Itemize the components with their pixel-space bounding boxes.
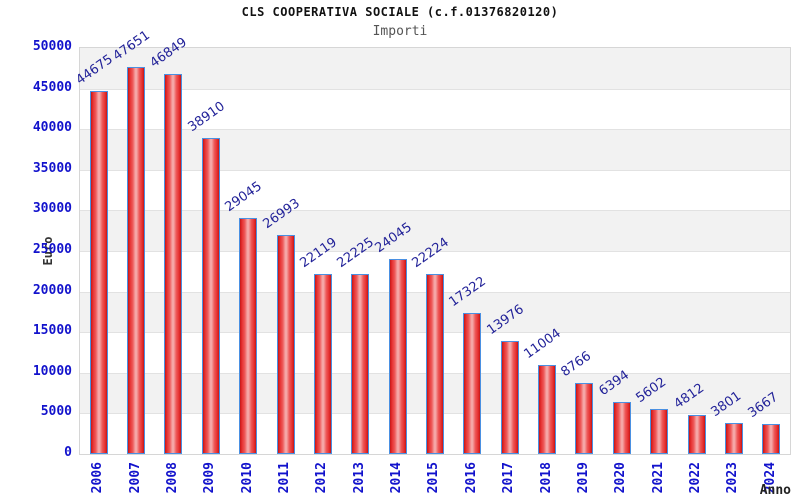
plot-band xyxy=(80,169,790,211)
bar xyxy=(426,273,444,454)
gridline xyxy=(80,88,790,90)
bar xyxy=(276,234,295,454)
x-tick-label: 2012 xyxy=(314,462,330,494)
x-tick-slot: 2021 xyxy=(640,456,677,500)
y-tick-label: 10000 xyxy=(32,363,72,379)
bar xyxy=(201,138,220,454)
x-tick-label: 2021 xyxy=(650,462,666,494)
x-tick-label: 2014 xyxy=(389,462,405,494)
x-tick-label: 2007 xyxy=(127,462,143,494)
plot-band xyxy=(80,129,790,170)
x-tick-slot: 2011 xyxy=(266,456,303,500)
bar xyxy=(762,424,781,454)
y-tick-label: 5000 xyxy=(40,404,72,420)
plot-area: 44675 47651 46849 38910 29045 26993 22119 22225… xyxy=(73,28,791,455)
gridline xyxy=(80,169,790,171)
y-tick-label: 15000 xyxy=(32,323,72,339)
bar xyxy=(164,73,183,454)
x-tick-label: 2010 xyxy=(239,462,255,494)
x-tick-slot: 2020 xyxy=(602,456,639,500)
bar xyxy=(612,402,631,454)
x-tick-label: 2023 xyxy=(725,462,741,494)
x-tick-label: 2022 xyxy=(688,462,704,494)
bar xyxy=(89,91,108,454)
x-axis: 2006 2007 2008 2009 2010 2011 2012 2013 2014 2015… xyxy=(79,456,791,500)
x-tick-label: 2018 xyxy=(538,462,554,494)
x-tick-label: 2009 xyxy=(202,462,218,494)
x-tick-slot: 2012 xyxy=(303,456,340,500)
x-tick-label: 2015 xyxy=(426,462,442,494)
x-tick-label: 2013 xyxy=(351,462,367,494)
x-tick-label: 2016 xyxy=(463,462,479,494)
bar xyxy=(500,340,519,454)
y-tick-label: 20000 xyxy=(32,282,72,298)
bar xyxy=(313,274,332,454)
y-tick-label: 25000 xyxy=(32,242,72,257)
bar xyxy=(127,67,146,454)
bar xyxy=(687,414,706,454)
x-tick-slot: 2019 xyxy=(565,456,602,500)
x-tick-slot: 2009 xyxy=(191,456,228,500)
y-tick-label: 35000 xyxy=(32,160,72,176)
chart-subtitle: Importi xyxy=(372,24,428,39)
x-tick-label: 2019 xyxy=(575,462,591,494)
gridline xyxy=(80,129,790,131)
y-tick-label: 0 xyxy=(64,445,72,460)
x-tick-slot: 2006 xyxy=(79,456,116,500)
bar xyxy=(463,313,482,454)
x-tick-slot: 2010 xyxy=(228,456,265,500)
x-tick-slot: 2014 xyxy=(378,456,415,500)
x-tick-label: 2008 xyxy=(164,462,180,494)
x-tick-label: 2020 xyxy=(613,462,629,494)
plot-band xyxy=(80,88,790,130)
x-tick-slot: 2007 xyxy=(116,456,153,500)
x-tick-slot: 2008 xyxy=(154,456,191,500)
y-tick-label: 40000 xyxy=(32,120,72,136)
bar xyxy=(351,273,370,454)
chart-title: CLS COOPERATIVA SOCIALE (c.f.01376820120… xyxy=(241,5,559,19)
x-tick-slot: 2017 xyxy=(490,456,527,500)
gridline xyxy=(80,210,790,212)
x-tick-label: 2006 xyxy=(90,462,106,494)
plot-band xyxy=(80,48,790,89)
x-axis-label: Anno xyxy=(759,483,791,498)
bar xyxy=(239,218,258,454)
x-tick-slot: 2022 xyxy=(677,456,714,500)
x-tick-label: 2011 xyxy=(277,462,292,494)
y-tick-label: 30000 xyxy=(32,201,72,217)
bar xyxy=(650,408,669,454)
gridline xyxy=(80,251,790,252)
bar xyxy=(388,258,407,454)
y-tick-label: 50000 xyxy=(32,39,72,54)
x-tick-slot: 2013 xyxy=(341,456,378,500)
bar xyxy=(538,364,557,454)
bar xyxy=(575,382,594,454)
x-tick-slot: 2015 xyxy=(415,456,452,500)
plot-band xyxy=(80,210,790,251)
x-tick-label: 2017 xyxy=(501,462,517,494)
y-tick-label: 45000 xyxy=(32,79,72,95)
x-tick-slot: 2023 xyxy=(714,456,751,500)
x-tick-slot: 2016 xyxy=(453,456,490,500)
x-tick-slot: 2018 xyxy=(527,456,564,500)
bar xyxy=(724,423,743,454)
